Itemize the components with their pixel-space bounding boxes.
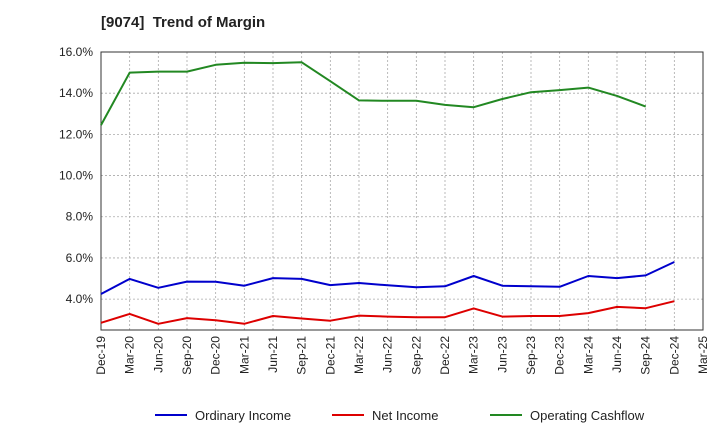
x-tick-label: Mar-21 <box>237 336 251 374</box>
y-tick-label: 14.0% <box>59 86 93 100</box>
x-tick-label: Mar-23 <box>467 336 481 374</box>
y-tick-label: 16.0% <box>59 45 93 59</box>
x-tick-label: Sep-20 <box>180 336 194 375</box>
legend: Ordinary Income Net Income Operating Cashf… <box>155 408 645 423</box>
x-tick-label: Jun-21 <box>266 336 280 373</box>
x-tick-label: Sep-24 <box>639 336 653 375</box>
x-tick-label: Dec-20 <box>209 336 223 375</box>
y-tick-label: 6.0% <box>66 251 94 265</box>
series-layer <box>100 61 675 325</box>
x-tick-label: Mar-24 <box>581 336 595 374</box>
y-tick-label: 10.0% <box>59 169 93 183</box>
series-line-ordinary-income <box>100 261 675 295</box>
legend-label: Net Income <box>372 408 438 423</box>
x-tick-label: Dec-19 <box>94 336 108 375</box>
x-tick-label: Jun-24 <box>610 336 624 373</box>
x-tick-label: Mar-25 <box>696 336 710 374</box>
x-tick-label: Sep-22 <box>409 336 423 375</box>
series-line-operating-cashflow <box>100 61 647 126</box>
x-tick-label: Dec-22 <box>438 336 452 375</box>
x-tick-label: Sep-21 <box>295 336 309 375</box>
y-tick-label: 4.0% <box>66 292 94 306</box>
plot-frame <box>100 51 704 331</box>
axes-layer: 4.0% 6.0% 8.0% 10.0% 12.0% 14.0% 16.0% Dec-19 Ma… <box>59 45 710 375</box>
x-tick-label: Jun-22 <box>381 336 395 373</box>
y-tick-label: 8.0% <box>66 210 94 224</box>
x-tick-label: Sep-23 <box>524 336 538 375</box>
y-tick-label: 12.0% <box>59 127 93 141</box>
x-tick-label: Jun-20 <box>151 336 165 373</box>
x-tick-label: Dec-23 <box>553 336 567 375</box>
x-tick-label: Dec-24 <box>667 336 681 375</box>
x-tick-label: Mar-22 <box>352 336 366 374</box>
legend-label: Operating Cashflow <box>530 408 645 423</box>
x-tick-label: Mar-20 <box>123 336 137 374</box>
series-line-net-income <box>100 300 675 325</box>
chart-title: [9074] Trend of Margin <box>101 14 266 31</box>
x-tick-label: Dec-21 <box>323 336 337 375</box>
x-tick-label: Jun-23 <box>495 336 509 373</box>
legend-label: Ordinary Income <box>195 408 291 423</box>
